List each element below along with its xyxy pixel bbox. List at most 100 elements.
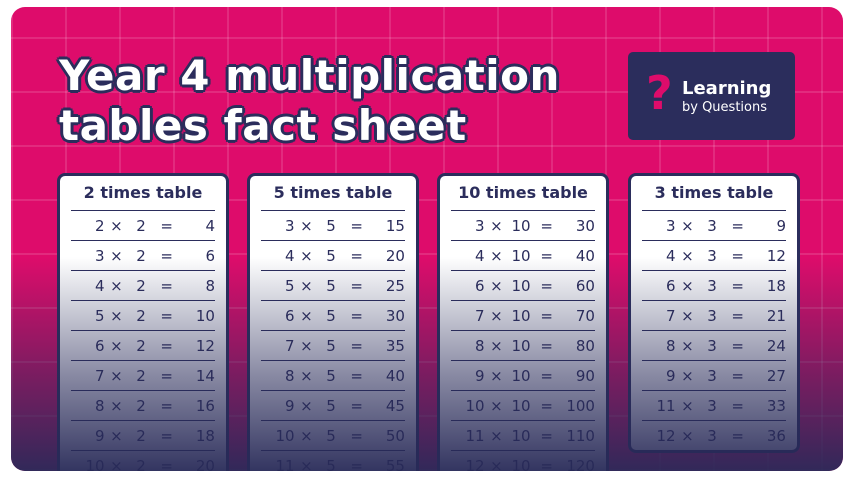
cell: 4 xyxy=(284,246,295,265)
cell: 90 xyxy=(575,366,595,385)
cell: 7 xyxy=(665,306,676,325)
table-title: 3 times table xyxy=(654,183,774,202)
cell: 18 xyxy=(766,276,786,295)
cell: 2 xyxy=(136,396,146,415)
cell: 3 xyxy=(707,336,717,355)
cell: × xyxy=(490,336,503,355)
table-row: 5 × 5 = 25 xyxy=(261,270,405,300)
cell: = xyxy=(540,336,553,355)
cell: 2 xyxy=(136,456,146,472)
cell: = xyxy=(540,396,553,415)
cell: 3 xyxy=(474,216,485,235)
cell: = xyxy=(731,246,744,265)
cell: 10 xyxy=(511,276,531,295)
cell: × xyxy=(490,456,503,472)
cell: 5 xyxy=(326,366,336,385)
cell: 20 xyxy=(195,456,215,472)
cell: 55 xyxy=(385,456,405,472)
table-row: 4 × 10 = 40 xyxy=(451,240,595,270)
cell: = xyxy=(731,216,744,235)
cell: × xyxy=(681,216,694,235)
cell: 40 xyxy=(385,366,405,385)
cell: 5 xyxy=(326,246,336,265)
cell: 3 xyxy=(707,366,717,385)
cell: 10 xyxy=(275,426,295,445)
table-row: 4 × 2 = 8 xyxy=(71,270,215,300)
table-row: 10 × 2 = 20 xyxy=(71,450,215,471)
cell: 120 xyxy=(566,456,595,472)
table-row: 7 × 2 = 14 xyxy=(71,360,215,390)
cell: 7 xyxy=(474,306,485,325)
cell: × xyxy=(490,216,503,235)
cell: × xyxy=(681,306,694,325)
cell: 10 xyxy=(85,456,105,472)
cell: = xyxy=(160,426,173,445)
cell: = xyxy=(160,276,173,295)
table-row: 5 × 2 = 10 xyxy=(71,300,215,330)
cell: 11 xyxy=(656,396,676,415)
table-row: 3 × 2 = 6 xyxy=(71,240,215,270)
cell: 8 xyxy=(205,276,215,295)
cell: 8 xyxy=(94,396,105,415)
table-row: 6 × 3 = 18 xyxy=(642,270,786,300)
cell: × xyxy=(110,426,123,445)
table-row: 7 × 3 = 21 xyxy=(642,300,786,330)
cell: 2 xyxy=(136,366,146,385)
cell: 8 xyxy=(474,336,485,355)
cell: 10 xyxy=(511,246,531,265)
cell: 30 xyxy=(575,216,595,235)
cell: = xyxy=(350,426,363,445)
table-row: 9 × 10 = 90 xyxy=(451,360,595,390)
cell: × xyxy=(681,396,694,415)
cell: = xyxy=(540,456,553,472)
table-row: 10 × 5 = 50 xyxy=(261,420,405,450)
cell: 30 xyxy=(385,306,405,325)
table-row: 6 × 2 = 12 xyxy=(71,330,215,360)
table-panel: 10 times table 3 × 10 = 30 4 × 10 = 40 6 × 10 = 60 7 × 10 =… xyxy=(437,173,609,471)
cell: 5 xyxy=(326,336,336,355)
cell: = xyxy=(160,336,173,355)
cell: = xyxy=(540,246,553,265)
table-title: 2 times table xyxy=(83,183,203,202)
cell: × xyxy=(300,336,313,355)
cell: 6 xyxy=(474,276,485,295)
cell: = xyxy=(160,366,173,385)
table-row: 12 × 10 = 120 xyxy=(451,450,595,471)
logo-text: Learning xyxy=(682,78,772,99)
cell: 3 xyxy=(707,276,717,295)
cell: × xyxy=(490,306,503,325)
table-row: 10 × 10 = 100 xyxy=(451,390,595,420)
cell: = xyxy=(350,456,363,472)
cell: × xyxy=(300,456,313,472)
cell: 4 xyxy=(94,276,105,295)
cell: 3 xyxy=(707,396,717,415)
cell: 2 xyxy=(136,306,146,325)
table-row: 4 × 5 = 20 xyxy=(261,240,405,270)
cell: 5 xyxy=(326,306,336,325)
cell: 12 xyxy=(195,336,215,355)
cell: 12 xyxy=(766,246,786,265)
cell: 10 xyxy=(511,456,531,472)
cell: 3 xyxy=(665,216,676,235)
cell: = xyxy=(160,306,173,325)
cell: 9 xyxy=(284,396,295,415)
table-row: 9 × 3 = 27 xyxy=(642,360,786,390)
cell: = xyxy=(350,366,363,385)
cell: 4 xyxy=(205,216,215,235)
cell: 12 xyxy=(465,456,485,472)
table-row: 12 × 3 = 36 xyxy=(642,420,786,450)
cell: 2 xyxy=(136,336,146,355)
cell: 3 xyxy=(707,216,717,235)
sheet: Year 4 multiplication tables fact sheet … xyxy=(11,7,843,471)
table-row: 9 × 5 = 45 xyxy=(261,390,405,420)
logo-text: by Questions xyxy=(682,100,767,115)
cell: × xyxy=(490,276,503,295)
cell: × xyxy=(681,366,694,385)
cell: 10 xyxy=(511,336,531,355)
cell: = xyxy=(350,216,363,235)
cell: 10 xyxy=(511,306,531,325)
cell: 5 xyxy=(284,276,295,295)
cell: = xyxy=(731,276,744,295)
cell: = xyxy=(350,336,363,355)
table-row: 11 × 3 = 33 xyxy=(642,390,786,420)
